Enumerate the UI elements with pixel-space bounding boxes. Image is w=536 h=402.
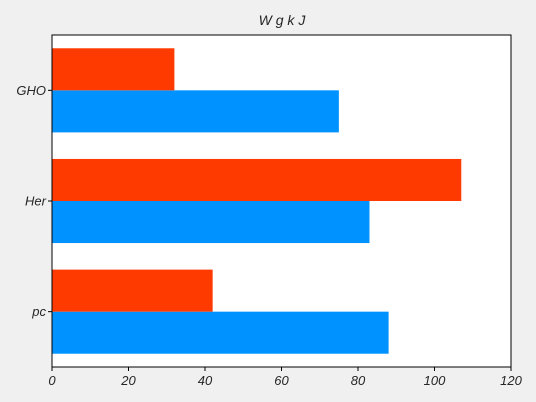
x-tick-label: 120 [500, 373, 522, 388]
bar-Her-series-2 [52, 158, 462, 201]
bar-GHO-series-2 [52, 48, 175, 91]
x-tick-label: 80 [351, 373, 366, 388]
bar-pc-series-1 [52, 311, 389, 354]
x-tick-label: 60 [274, 373, 289, 388]
y-tick-label: GHO [16, 83, 46, 98]
x-tick-label: 100 [424, 373, 446, 388]
bar-pc-series-2 [52, 269, 213, 312]
x-tick-label: 0 [48, 373, 56, 388]
x-tick-label: 20 [120, 373, 136, 388]
bar-GHO-series-1 [52, 90, 339, 133]
bars-layer [52, 48, 462, 354]
plot-frame [51, 34, 512, 368]
chart-title: W g k J [259, 12, 307, 28]
ticks-layer: pc Her GHO 0 20 40 60 80 100 120 [16, 83, 522, 388]
y-tick-label: pc [31, 304, 46, 319]
x-tick-label: 40 [198, 373, 213, 388]
bar-Her-series-1 [52, 201, 370, 244]
y-tick-label: Her [25, 194, 47, 209]
